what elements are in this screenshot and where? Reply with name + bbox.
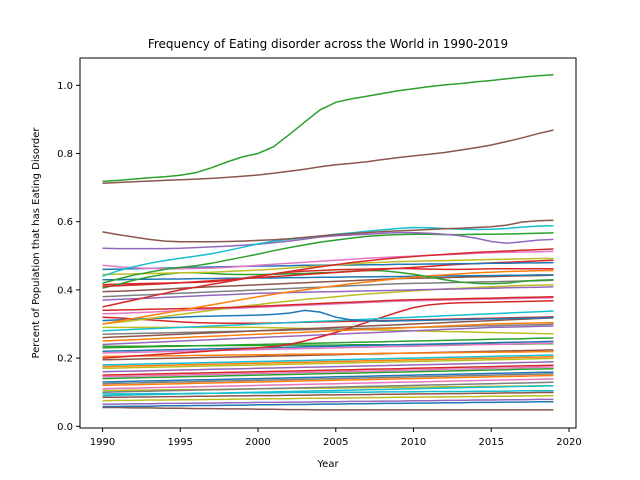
series-line [102, 400, 554, 408]
y-tick-label: 0.4 [57, 285, 73, 296]
series-line [102, 300, 554, 359]
series-line [102, 219, 554, 243]
series-line [102, 73, 554, 183]
series-line [102, 378, 554, 390]
series-line [102, 310, 554, 332]
series-line [102, 274, 554, 293]
series-line [102, 337, 554, 349]
series-line [102, 323, 554, 335]
series-line [102, 374, 554, 387]
series-line [102, 391, 554, 399]
x-tick-label: 2020 [556, 437, 581, 448]
x-tick-label: 1995 [168, 437, 193, 448]
y-axis: 0.0 0.2 0.4 0.6 0.8 1.0 [57, 81, 80, 433]
plot-lines [102, 73, 554, 411]
series-line [102, 367, 554, 380]
series-line [102, 129, 554, 184]
series-line [102, 366, 554, 378]
series-line [102, 269, 554, 325]
series-line [102, 309, 554, 323]
series-line [102, 398, 554, 405]
y-tick-label: 0.2 [57, 354, 73, 365]
y-tick-label: 0.6 [57, 217, 73, 228]
x-tick-label: 2000 [245, 437, 270, 448]
series-line [102, 371, 554, 383]
series-line [102, 355, 554, 368]
series-line [102, 295, 554, 312]
series-line [102, 373, 554, 385]
series-line [102, 384, 554, 397]
series-line [102, 340, 554, 353]
series-line [102, 250, 554, 270]
y-tick-label: 1.0 [57, 81, 73, 92]
series-line [102, 342, 554, 354]
series-line [102, 350, 554, 358]
plot-frame [79, 57, 577, 429]
series-line [102, 248, 554, 308]
series-line [102, 284, 554, 325]
series-line [102, 274, 554, 281]
series-line [102, 361, 554, 373]
series-line [102, 231, 554, 250]
y-tick-label: 0.0 [57, 422, 73, 433]
series-line [102, 406, 554, 411]
series-line [102, 317, 554, 339]
series-line [102, 394, 554, 402]
series-line [102, 354, 554, 366]
chart-title: Frequency of Eating disorder across the … [148, 37, 508, 51]
x-tick-label: 1990 [90, 437, 115, 448]
x-axis: 1990 1995 2000 2005 2010 2015 2020 [90, 428, 582, 448]
series-line [102, 232, 554, 284]
x-axis-label: Year [316, 459, 339, 470]
series-line [102, 364, 554, 376]
series-line [102, 321, 554, 342]
y-tick-label: 0.8 [57, 149, 73, 160]
y-axis-label: Percent of Population that has Eating Di… [31, 127, 42, 359]
series-line [102, 357, 554, 370]
x-tick-label: 2005 [323, 437, 348, 448]
series-line [102, 349, 554, 361]
series-line [102, 381, 554, 393]
series-line [102, 286, 554, 301]
x-tick-label: 2015 [479, 437, 504, 448]
x-tick-label: 2010 [401, 437, 426, 448]
